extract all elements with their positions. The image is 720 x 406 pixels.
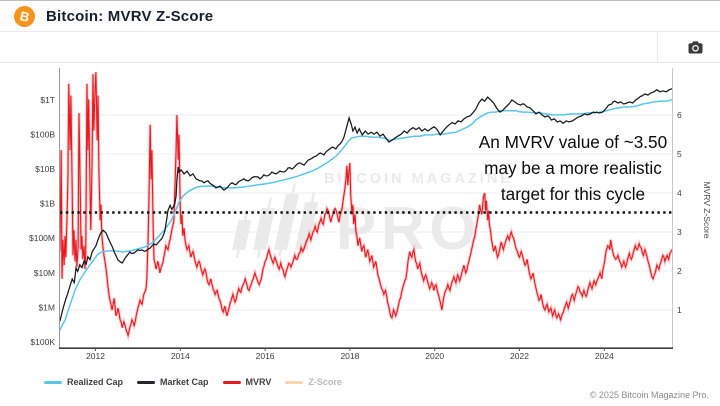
legend-swatch: [222, 380, 241, 384]
mvrv-zscore-chart[interactable]: BITCOIN MAGAZINE PRO $100K$1M$10M$100M$1…: [0, 62, 720, 406]
legend-item-z-score[interactable]: Z-Score: [285, 377, 342, 387]
left-axis-tick-label: $100K: [30, 337, 55, 347]
annotation-line-2: may be a more realistic: [484, 158, 662, 178]
legend-swatch: [285, 380, 304, 384]
left-axis-tick-label: $1B: [40, 199, 55, 209]
legend-label: Realized Cap: [67, 377, 124, 387]
legend-item-realized-cap[interactable]: Realized Cap: [44, 377, 123, 387]
x-axis-tick-label: 2022: [510, 351, 529, 361]
legend-swatch: [137, 380, 156, 384]
legend-label: Z-Score: [308, 377, 342, 387]
left-axis-tick-label: $1T: [40, 95, 55, 105]
copyright-text: © 2025 Bitcoin Magazine Pro.: [589, 390, 709, 400]
x-axis-tick-label: 2020: [425, 351, 444, 361]
camera-screenshot-button[interactable]: [683, 36, 707, 58]
legend-swatch: [44, 380, 62, 384]
chart-annotation: An MVRV value of ~3.50 may be a more rea…: [479, 132, 667, 204]
title-bar: B Bitcoin: MVRV Z-Score: [0, 1, 720, 32]
camera-icon: [688, 40, 702, 53]
right-axis-tick-label: 1: [677, 305, 682, 315]
chart-axes: $100K $1M $10M $100M $1B $10B $100B $1T 1 2 3 4 5 6 20…: [29, 68, 682, 361]
legend-label: Market Cap: [160, 377, 209, 387]
left-axis-tick-label: $10B: [35, 164, 55, 174]
annotation-line-1: An MVRV value of ~3.50: [479, 132, 667, 152]
left-axis-tick-label: $100M: [29, 233, 55, 243]
legend-item-mvrv[interactable]: MVRV: [222, 377, 272, 387]
x-axis-tick-label: 2012: [86, 351, 105, 361]
right-axis-tick-label: 6: [677, 110, 682, 120]
x-axis-tick-label: 2018: [340, 351, 359, 361]
watermark: BITCOIN MAGAZINE PRO: [232, 171, 513, 262]
legend-item-market-cap[interactable]: Market Cap: [137, 377, 209, 387]
right-axis-tick-label: 5: [677, 149, 682, 159]
toolbar-divider: [657, 32, 658, 62]
page-title: Bitcoin: MVRV Z-Score: [46, 7, 214, 25]
x-axis-tick-label: 2016: [256, 351, 275, 361]
chart-toolbar: [0, 32, 720, 63]
annotation-line-3: target for this cycle: [501, 184, 645, 204]
watermark-text: BITCOIN MAGAZINE: [324, 171, 513, 187]
right-axis-tick-label: 3: [677, 227, 682, 237]
right-axis-tick-label: 2: [677, 266, 682, 276]
left-axis-tick-label: $1M: [38, 302, 55, 312]
x-axis-tick-label: 2014: [171, 351, 190, 361]
chart-legend: Realized Cap Market Cap MVRV Z-Score: [44, 377, 342, 387]
chart-area[interactable]: BITCOIN MAGAZINE PRO $100K $1M $10M $100M $1…: [0, 62, 720, 406]
mvrv-line: [60, 72, 672, 338]
bitcoin-icon: B: [13, 5, 36, 27]
legend-label: MVRV: [245, 377, 272, 387]
realized-cap-line: [60, 99, 672, 331]
right-axis-title: MVRV Z-Score: [702, 182, 712, 239]
chart-series: [60, 72, 672, 342]
watermark-pro-text: PRO: [336, 195, 481, 262]
market-cap-line: [60, 88, 672, 322]
watermark-candlestick-icon: [232, 184, 319, 258]
left-axis-tick-label: $10M: [34, 268, 55, 278]
x-axis-tick-label: 2024: [595, 351, 614, 361]
right-axis-tick-label: 4: [677, 188, 682, 198]
left-axis-tick-label: $100B: [30, 129, 55, 139]
